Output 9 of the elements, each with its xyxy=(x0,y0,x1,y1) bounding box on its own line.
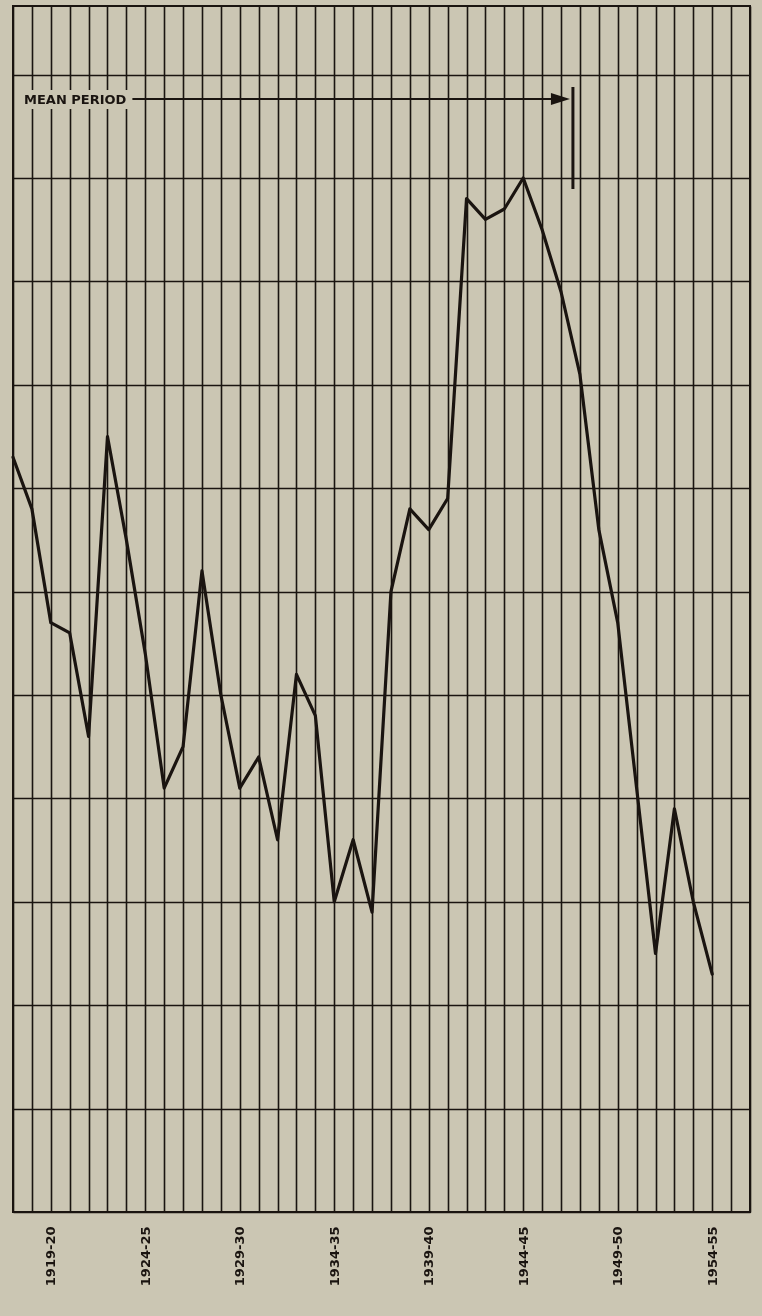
x-tick-label: 1919-20 xyxy=(43,1226,59,1287)
x-tick-label: 1944-45 xyxy=(515,1226,531,1287)
x-tick-label: 1949-50 xyxy=(610,1226,626,1287)
x-tick-label: 1954-55 xyxy=(704,1226,720,1287)
x-tick-label: 1939-40 xyxy=(421,1226,437,1287)
x-tick-label: 1924-25 xyxy=(137,1226,153,1287)
text: MEAN PERIOD xyxy=(24,92,127,107)
x-tick-label: 1934-35 xyxy=(326,1226,342,1287)
x-tick-label: 1929-30 xyxy=(232,1226,248,1287)
